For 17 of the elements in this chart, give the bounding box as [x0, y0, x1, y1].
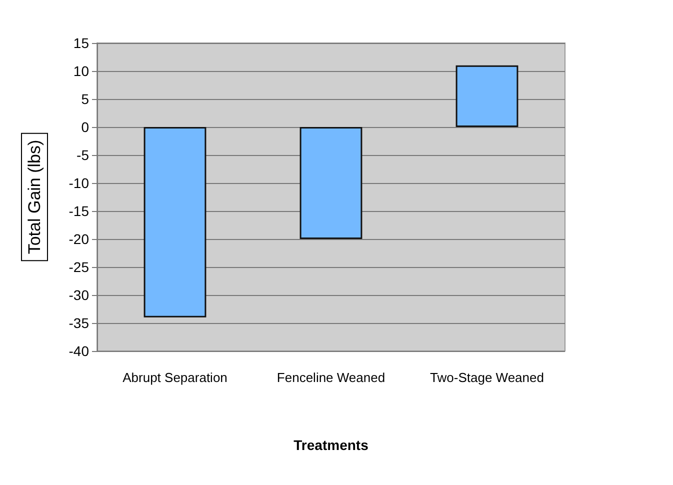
y-tick-label: 15: [73, 35, 90, 51]
y-tick-label: -25: [68, 259, 90, 275]
y-tick-label: 10: [73, 63, 90, 79]
y-tick-label: -40: [68, 343, 90, 359]
y-tick-label: -15: [68, 203, 90, 219]
y-tick-label: 5: [81, 91, 90, 107]
x-axis-title: Treatments: [294, 437, 369, 453]
y-tick-label: -35: [68, 315, 90, 331]
y-tick-label: -20: [68, 231, 90, 247]
y-axis-title: Total Gain (lbs): [25, 140, 44, 254]
x-tick-label: Fenceline Weaned: [276, 370, 386, 385]
y-tick-label: -10: [68, 175, 90, 191]
y-tick-label: 0: [81, 119, 90, 135]
x-tick-label: Abrupt Separation: [122, 370, 228, 385]
x-tick-label: Two-Stage Weaned: [430, 370, 544, 385]
y-tick-label: -30: [68, 287, 90, 303]
y-tick-label: -5: [76, 147, 90, 163]
